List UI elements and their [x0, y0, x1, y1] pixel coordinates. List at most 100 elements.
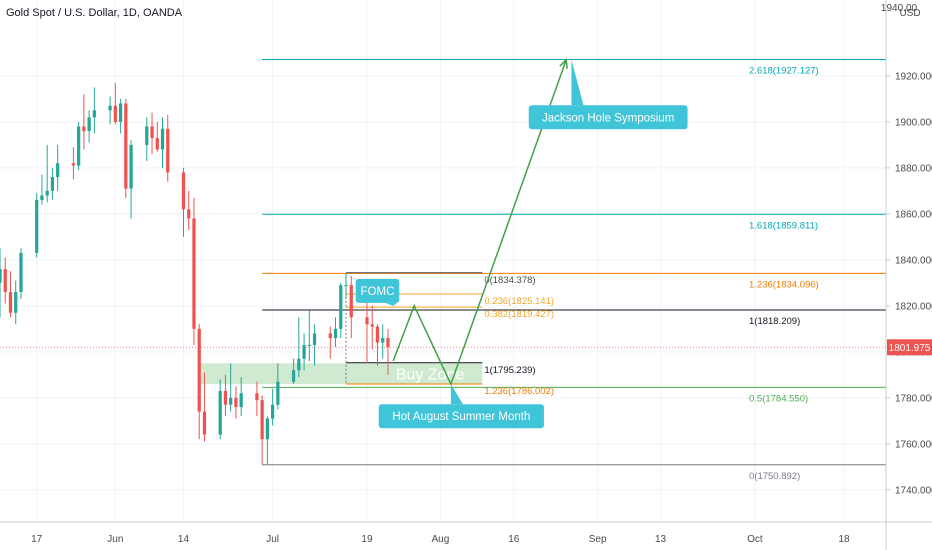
fib-extension-label: 1.236(1834.096): [749, 279, 819, 290]
y-tick-label: 1840.000: [895, 255, 932, 266]
candle-down: [260, 400, 264, 440]
candle-down: [223, 390, 228, 405]
y-tick-label: 1760.000: [895, 439, 932, 450]
chart-title: Gold Spot / U.S. Dollar, 1D, OANDA: [6, 7, 183, 19]
x-tick-label: 16: [508, 534, 520, 545]
buy-zone-label: Buy Zone: [396, 367, 465, 384]
candle-up: [92, 110, 96, 118]
candle-up: [56, 163, 60, 178]
zones: Buy Zone: [199, 363, 483, 385]
current-price-label: 1801.975: [889, 343, 931, 354]
candle-down: [150, 126, 154, 138]
candle-down: [71, 163, 76, 166]
candle-up: [118, 103, 123, 122]
candle-up: [229, 397, 233, 405]
candle-up: [87, 117, 91, 132]
callout-text: Jackson Hole Symposium: [542, 112, 674, 124]
callout-pointer: [571, 59, 584, 106]
callout-box: [355, 278, 400, 303]
candle-down: [349, 285, 353, 318]
projection-path: [392, 58, 568, 386]
candle-down: [124, 103, 128, 189]
candle-down: [234, 397, 238, 408]
fib-extension-label: 1(1818.209): [749, 316, 800, 327]
projection-line: [392, 59, 567, 386]
candle-down: [155, 137, 159, 150]
candle-down: [181, 172, 186, 210]
candle-down: [202, 411, 207, 435]
candle-up: [270, 404, 275, 419]
current-price-badge: [887, 339, 932, 356]
x-tick-label: Aug: [431, 534, 449, 545]
x-tick-label: Jul: [266, 534, 279, 545]
candle-up: [265, 418, 269, 440]
fib-extension-label: 1.618(1859.811): [749, 220, 818, 231]
candle-up: [14, 292, 18, 313]
candle-down: [8, 292, 13, 313]
y-tick-label: 1780.000: [895, 393, 932, 404]
fib-extension-label: 0(1750.892): [749, 471, 800, 482]
candle-up: [276, 381, 280, 405]
callout-pointer: [450, 384, 463, 405]
candle-up: [145, 126, 149, 145]
candle-up: [45, 190, 49, 196]
candle-down: [370, 324, 374, 327]
fib-extension-label: 2.618(1927.127): [749, 65, 819, 76]
fib-retracement-label: 0(1834.378): [484, 275, 535, 286]
y-tick-label: 1920.000: [895, 71, 932, 82]
y-tick-label: 1880.000: [895, 163, 932, 174]
candle-down: [328, 333, 332, 339]
x-tick-label: Oct: [747, 534, 763, 545]
candle-down: [386, 338, 390, 348]
candle-down: [113, 105, 117, 122]
x-tick-label: 17: [31, 534, 43, 545]
candle-up: [239, 393, 243, 408]
callout-text: FOMC: [361, 286, 395, 298]
candle-up: [35, 200, 39, 253]
projection-arrowhead: [559, 58, 568, 69]
buy-zone-rect: [199, 363, 483, 385]
candle-down: [82, 126, 86, 132]
x-tick-label: Jun: [107, 534, 123, 545]
x-tick-label: 13: [655, 534, 667, 545]
callout-text: Hot August Summer Month: [392, 411, 530, 423]
fib-lines: 2.618(1927.127) 1.618(1859.811) 1.236(1834…: [262, 58, 886, 482]
candle-up: [40, 195, 44, 201]
top-price-label: 1940.00: [881, 3, 918, 14]
candle-down: [192, 218, 196, 329]
x-tick-label: 14: [178, 534, 190, 545]
candle-up: [218, 390, 222, 435]
candle-up: [312, 333, 317, 345]
candle-down: [166, 128, 170, 173]
fib-retracement-label: 1.236(1786.002): [484, 386, 554, 397]
y-tick-label: 1860.000: [895, 209, 932, 220]
candle-up: [333, 328, 338, 339]
candle-down: [365, 317, 369, 325]
callout-pointer: [385, 302, 398, 306]
y-tick-label: 1820.000: [895, 301, 932, 312]
candle-up: [291, 370, 296, 382]
candle-down: [375, 326, 380, 343]
candle-up: [302, 344, 306, 359]
candle-up: [108, 105, 112, 111]
x-tick-label: Sep: [589, 534, 607, 545]
candles: [0, 82, 390, 465]
y-tick-label: 1900.000: [895, 117, 932, 128]
fib-retracement-label: 0.382(1819.427): [484, 309, 554, 320]
fib-extension-label: 0.5(1784.550): [749, 393, 808, 404]
fib-retracement-label: 0.236(1825.141): [484, 296, 554, 307]
candle-up: [50, 177, 55, 191]
callout-box: [378, 404, 544, 429]
candle-up: [297, 358, 301, 371]
candle-up: [339, 285, 343, 329]
candle-down: [255, 393, 259, 401]
x-tick-label: 18: [838, 534, 850, 545]
candle-up: [381, 338, 385, 343]
currency-label[interactable]: USD: [899, 8, 920, 19]
x-tick-label: 19: [361, 534, 373, 545]
candle-up: [19, 252, 23, 293]
candle-up: [0, 269, 2, 283]
